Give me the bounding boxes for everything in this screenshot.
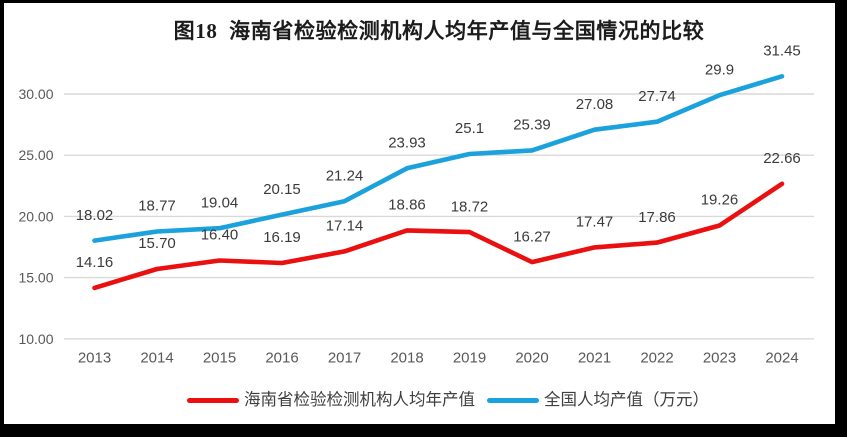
data-label-hainan: 18.86 [388, 197, 426, 214]
y-axis-tick-label: 10.00 [18, 331, 53, 347]
legend-swatch-hainan [187, 397, 239, 403]
x-axis-tick-label: 2024 [765, 350, 798, 367]
x-axis-tick-label: 2014 [140, 350, 173, 367]
data-label-hainan: 17.86 [638, 209, 676, 226]
data-label-national: 29.9 [705, 61, 734, 78]
data-label-national: 20.15 [263, 181, 301, 198]
data-label-national: 27.08 [576, 96, 614, 113]
data-label-hainan: 17.14 [326, 218, 364, 235]
series-line-hainan [92, 181, 785, 291]
x-axis-tick-label: 2016 [265, 350, 298, 367]
data-label-hainan: 16.19 [263, 229, 301, 246]
legend: 海南省检验检测机构人均年产值 全国人均产值（万元） [73, 388, 823, 412]
data-label-national: 27.74 [638, 88, 676, 105]
y-axis-tick-label: 25.00 [18, 147, 53, 163]
data-label-hainan: 16.40 [201, 227, 239, 244]
data-label-national: 31.45 [763, 42, 801, 59]
legend-swatch-national [487, 397, 539, 403]
data-label-hainan: 19.26 [701, 192, 739, 209]
data-label-national: 19.04 [201, 194, 239, 211]
data-label-national: 18.02 [76, 207, 114, 224]
x-axis-tick-label: 2021 [578, 350, 611, 367]
chart-title: 图18 海南省检验检测机构人均年产值与全国情况的比较 [173, 19, 705, 43]
x-axis-tick-label: 2017 [328, 350, 361, 367]
data-label-national: 18.77 [138, 198, 176, 215]
data-label-national: 23.93 [388, 134, 426, 151]
data-label-hainan: 14.16 [76, 254, 114, 271]
data-label-hainan: 17.47 [576, 214, 614, 231]
x-axis-tick-label: 2018 [390, 350, 423, 367]
y-axis-tick-label: 20.00 [18, 208, 53, 224]
legend-item-national: 全国人均产值（万元） [487, 389, 709, 411]
data-label-national: 21.24 [326, 167, 364, 184]
data-label-hainan: 18.72 [451, 198, 489, 215]
legend-label-hainan: 海南省检验检测机构人均年产值 [244, 391, 475, 409]
data-label-hainan: 22.66 [763, 150, 801, 167]
data-label-national: 25.1 [455, 120, 484, 137]
legend-item-hainan: 海南省检验检测机构人均年产值 [187, 389, 475, 411]
series-line-national [92, 74, 785, 243]
x-axis-tick-label: 2023 [703, 350, 736, 367]
data-label-hainan: 16.27 [513, 228, 551, 245]
y-axis-tick-label: 30.00 [18, 86, 53, 102]
chart-canvas: 30.00 25.00 20.00 15.00 10.00 2013 2014 2015 201… [18, 42, 814, 367]
x-axis-tick-label: 2022 [640, 350, 673, 367]
legend-label-national: 全国人均产值（万元） [544, 391, 709, 409]
x-axis-tick-label: 2020 [515, 350, 548, 367]
data-label-hainan: 15.70 [138, 235, 176, 252]
y-axis-tick-label: 15.00 [18, 270, 53, 286]
data-label-national: 25.39 [513, 117, 551, 134]
chart-panel: 图18 海南省检验检测机构人均年产值与全国情况的比较 30.00 25.00 20.… [4, 3, 835, 424]
x-axis-tick-label: 2015 [203, 350, 236, 367]
x-axis-tick-label: 2013 [78, 350, 111, 367]
x-axis-tick-label: 2019 [453, 350, 486, 367]
